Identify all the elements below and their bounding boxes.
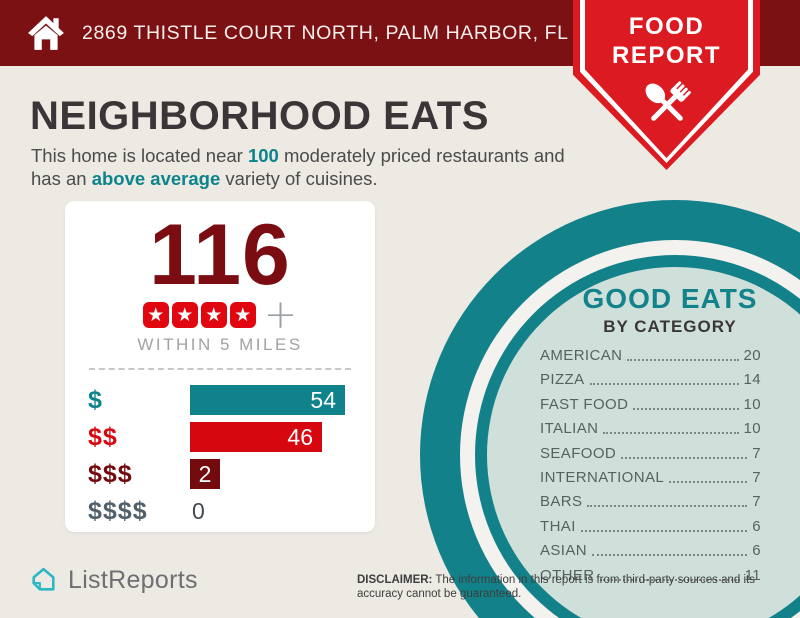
category-name: ASIAN (540, 542, 588, 560)
listreports-logo-icon (32, 567, 55, 591)
summary-pre: This home is located near (31, 145, 248, 166)
listreports-brand: ListReports (28, 565, 198, 596)
food-report-ribbon: FOOD REPORT (573, 0, 760, 170)
radius-label: WITHIN 5 MILES (137, 335, 303, 354)
home-icon (28, 16, 64, 50)
category-value: 6 (752, 542, 761, 560)
category-row: ITALIAN 10 (540, 420, 761, 437)
summary-post: variety of cuisines. (220, 168, 378, 189)
category-row: AMERICAN 20 (540, 347, 761, 364)
good-eats-circle-inner (487, 267, 800, 618)
ribbon-title-line1: FOOD (628, 13, 705, 40)
category-row: ASIAN 6 (540, 542, 761, 559)
ribbon-title-line2: REPORT (611, 42, 721, 69)
category-name: SEAFOOD (540, 444, 617, 462)
summary-mid: moderately priced restaurants and has an (31, 145, 565, 189)
stars-row: ★ ★ ★ ★ + (65, 292, 375, 338)
report-summary: This home is located near 100 moderately… (31, 144, 596, 190)
category-row: FAST FOOD 10 (540, 396, 761, 413)
bar-label: $$$ (88, 459, 133, 488)
category-value: 7 (752, 468, 761, 486)
star-icon: ★ (229, 302, 256, 328)
listreports-wordmark: ListReports (68, 566, 198, 594)
price-bars: $54 $$ 46 $$$ 2 $$$$ 0 (65, 385, 375, 526)
category-row: PIZZA 14 (540, 371, 761, 388)
dotted-leader (589, 383, 739, 386)
category-name: THAI (540, 517, 576, 535)
category-value: 10 (743, 395, 761, 413)
category-value: 7 (752, 493, 761, 511)
bar: 54 (190, 385, 345, 415)
bar-row: $54 (88, 385, 375, 415)
plus-icon: + (263, 292, 298, 338)
category-row: OTHER 11 (540, 567, 761, 584)
restaurant-count: 100 (247, 145, 279, 166)
star-icon: ★ (200, 302, 227, 328)
dashed-divider (89, 368, 351, 370)
category-name: OTHER (540, 566, 595, 584)
bar-row: $$ 46 (88, 422, 375, 452)
bar-value: 54 (310, 386, 336, 413)
bar-label: $$$$ (88, 496, 148, 525)
disclaimer-label: DISCLAIMER: (357, 574, 433, 586)
dotted-leader (669, 480, 748, 483)
variety-highlight: above average (91, 168, 221, 189)
category-value: 11 (744, 566, 761, 584)
dotted-leader (592, 554, 748, 557)
category-name: PIZZA (540, 371, 585, 389)
category-row: INTERNATIONAL 7 (540, 469, 761, 486)
dotted-leader (580, 529, 748, 532)
good-eats-subtitle: BY CATEGORY (603, 317, 737, 336)
bar-label: $$ (88, 422, 118, 451)
restaurant-total: 116 (149, 207, 291, 303)
category-value: 20 (743, 347, 761, 364)
dotted-leader (633, 407, 739, 410)
category-name: FAST FOOD (540, 395, 629, 413)
good-eats-title: GOOD EATS (582, 283, 758, 314)
category-name: INTERNATIONAL (540, 468, 665, 486)
page-title: NEIGHBORHOOD EATS (30, 94, 489, 138)
dotted-leader (599, 578, 740, 581)
star-icon: ★ (142, 302, 169, 328)
category-value: 6 (752, 517, 761, 535)
bar-row: $$$ 2 (88, 459, 375, 489)
category-value: 10 (743, 420, 761, 438)
dotted-leader (587, 505, 748, 508)
category-row: THAI 6 (540, 518, 761, 535)
category-value: 14 (743, 371, 761, 389)
category-row: SEAFOOD 7 (540, 445, 761, 462)
category-row: BARS 7 (540, 493, 761, 510)
category-value: 7 (752, 444, 761, 462)
bar-value-zero: 0 (192, 497, 205, 524)
disclaimer-text: The information in this report is from t… (357, 574, 755, 600)
category-name: BARS (540, 493, 583, 511)
star-icon: ★ (171, 302, 198, 328)
dotted-leader (621, 456, 748, 459)
crossed-utensils-icon (645, 81, 691, 121)
category-name: ITALIAN (540, 420, 599, 438)
category-name: AMERICAN (540, 347, 623, 364)
category-list: AMERICAN 20 PIZZA 14 FAST FOOD 10 ITALIAN 10 SEA… (540, 347, 761, 591)
bar: 46 (190, 422, 322, 452)
disclaimer: DISCLAIMER: The information in this repo… (357, 574, 757, 601)
bar-value: 46 (287, 423, 313, 450)
dotted-leader (627, 359, 739, 361)
bar-value: 2 (198, 460, 212, 487)
bar: 2 (190, 459, 220, 489)
bar-label: $ (88, 385, 103, 414)
bar-row: $$$$ 0 (88, 496, 375, 526)
property-address: 2869 THISTLE COURT NORTH, PALM HARBOR, F… (82, 21, 632, 44)
restaurant-stats-card: 116 ★ ★ ★ ★ + WITHIN 5 MILES $54 $$ 46 $$$ 2 $$$$… (65, 201, 375, 532)
dotted-leader (603, 432, 739, 435)
